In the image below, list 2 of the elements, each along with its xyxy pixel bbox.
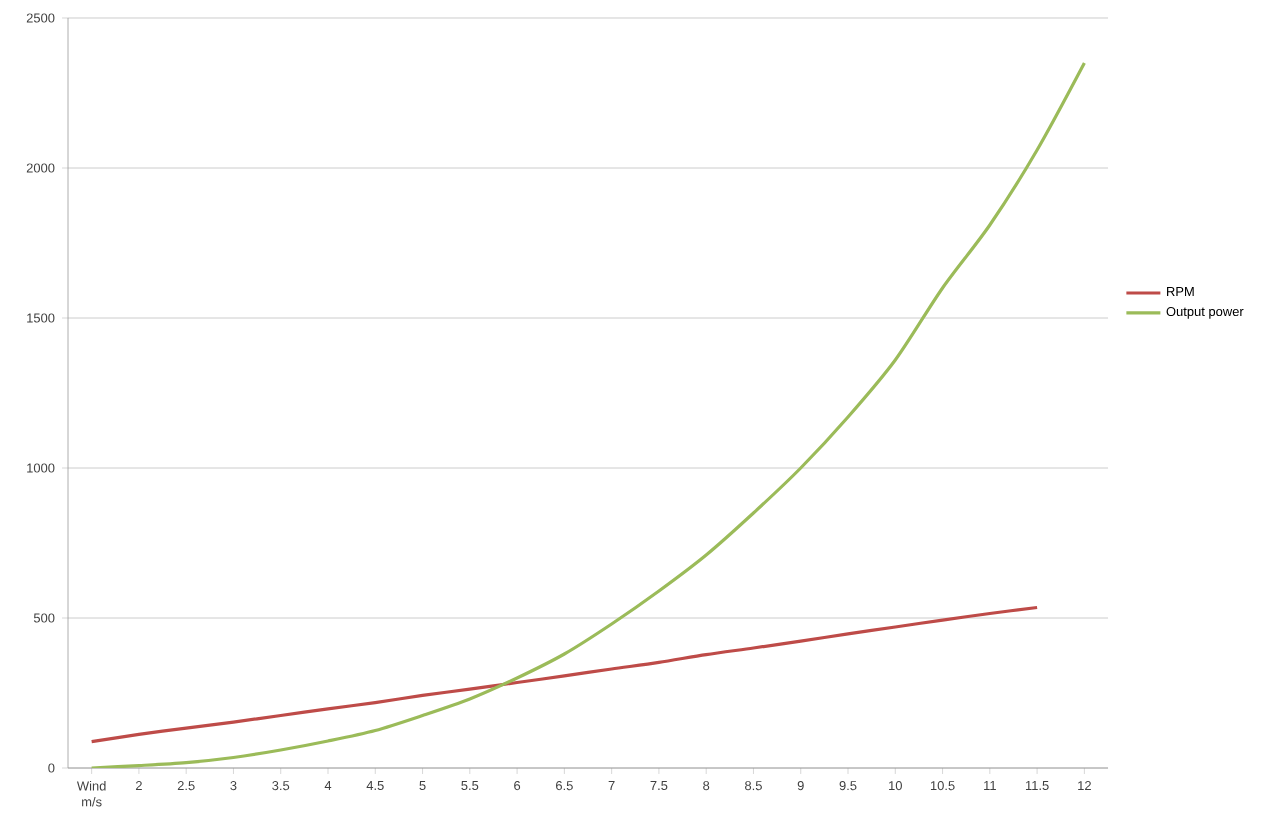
line-series [90,605,1039,744]
line-series [90,61,1086,768]
